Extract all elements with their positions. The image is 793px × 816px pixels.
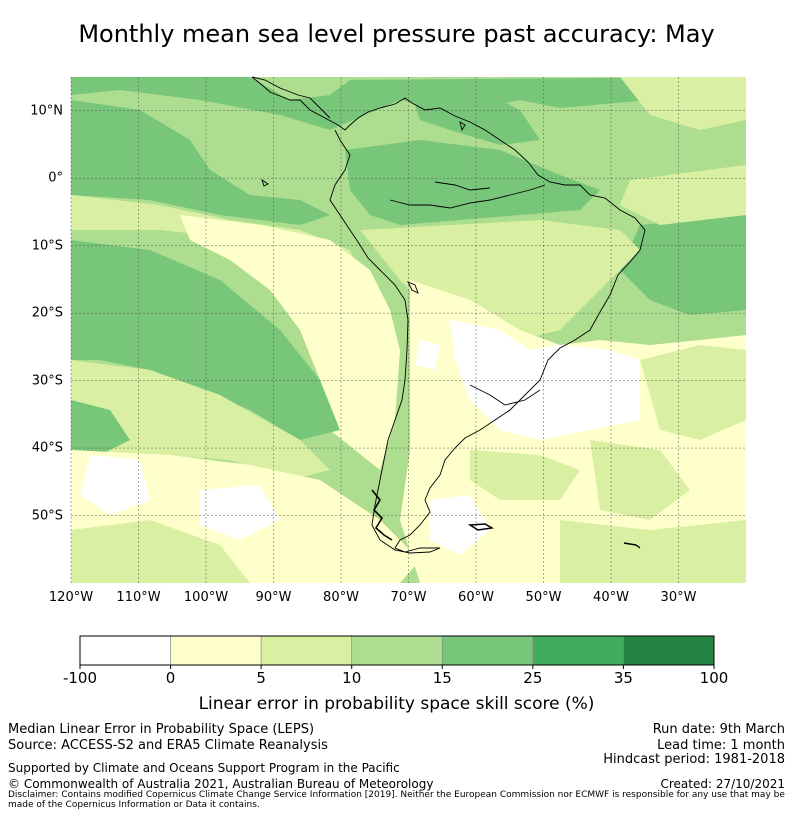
rio-de-la-plata xyxy=(469,384,541,406)
colorbar-swatch xyxy=(170,635,262,666)
footer-source: Source: ACCESS-S2 and ERA5 Climate Reana… xyxy=(8,738,328,753)
colorbar-tick-label: 15 xyxy=(432,669,452,687)
field-patch xyxy=(200,485,280,540)
field-patch xyxy=(71,360,330,480)
field-patch xyxy=(620,77,746,130)
colorbar-swatch xyxy=(351,635,443,666)
field-patch xyxy=(80,455,150,515)
lake-titicaca xyxy=(407,281,419,294)
colorbar-label: Linear error in probability space skill … xyxy=(198,694,595,714)
x-tick-label: 40°W xyxy=(593,590,629,605)
x-tick-label: 110°W xyxy=(116,590,161,605)
field-patch xyxy=(71,520,250,583)
amazon-river xyxy=(389,184,546,209)
south-georgia xyxy=(623,542,641,549)
field-patch xyxy=(450,320,640,440)
colorbar-swatch xyxy=(260,635,353,666)
footer-lead-time: Lead time: 1 month xyxy=(657,738,785,753)
y-tick-label: 40°S xyxy=(31,440,63,456)
chart-title: Monthly mean sea level pressure past acc… xyxy=(78,20,715,48)
colorbar-tick-label: 0 xyxy=(165,669,176,687)
galapagos xyxy=(261,178,269,187)
footer-supported: Supported by Climate and Oceans Support … xyxy=(8,761,400,775)
footer-run-date: Run date: 9th March xyxy=(652,722,785,737)
field-patch xyxy=(71,100,330,225)
x-tick-label: 120°W xyxy=(48,590,94,605)
central-america-coast xyxy=(251,76,331,119)
colorbar-border xyxy=(79,635,715,666)
field-patch xyxy=(430,495,490,555)
colorbar-tick-label: 35 xyxy=(613,669,633,687)
y-tick-label: 50°S xyxy=(31,508,63,524)
colorbar-swatch xyxy=(79,635,171,666)
y-tick-label: 0° xyxy=(48,170,63,186)
south-america-coast xyxy=(251,76,646,554)
y-tick-label: 10°S xyxy=(31,238,63,254)
x-tick-label: 50°W xyxy=(525,590,562,605)
field-patch xyxy=(415,340,440,370)
footer-copyright: © Commonwealth of Australia 2021, Austra… xyxy=(8,777,434,791)
colorbar-tick-label: -100 xyxy=(62,669,98,687)
footer-disclaimer: Disclaimer: Contains modified Copernicus… xyxy=(8,790,785,810)
southern-chile-fjords xyxy=(371,489,393,541)
gridlines xyxy=(70,77,746,583)
field-patch xyxy=(470,450,580,500)
field-patch xyxy=(71,77,746,130)
field-patch xyxy=(71,400,130,455)
x-tick-label: 100°W xyxy=(183,590,229,605)
field-patch xyxy=(620,215,746,315)
orinoco xyxy=(434,181,491,191)
footer-hindcast: Hindcast period: 1981-2018 xyxy=(603,752,785,767)
footer-created: Created: 27/10/2021 xyxy=(660,777,785,791)
x-tick-label: 80°W xyxy=(323,590,359,605)
x-tick-label: 90°W xyxy=(255,590,292,605)
x-tick-label: 60°W xyxy=(458,590,494,605)
colorbar-tick-label: 5 xyxy=(256,669,266,687)
field-patch xyxy=(180,215,400,470)
x-tick-label: 70°W xyxy=(390,590,427,605)
trinidad xyxy=(459,121,466,132)
colorbar-tick-label: 10 xyxy=(342,669,362,687)
colorbar-swatch xyxy=(623,635,715,666)
colorbar-swatch xyxy=(441,635,534,666)
colorbar-tick-label: 25 xyxy=(523,669,543,687)
coastline xyxy=(251,76,646,554)
y-tick-label: 30°S xyxy=(31,373,63,389)
footer-leps: Median Linear Error in Probability Space… xyxy=(8,722,315,737)
field-patch xyxy=(590,440,690,520)
field-patch xyxy=(640,345,746,440)
colorbar xyxy=(79,635,715,669)
colorbar-tick-label: 100 xyxy=(699,669,729,687)
y-tick-label: 20°S xyxy=(31,305,63,321)
field-patch xyxy=(560,520,746,583)
falklands xyxy=(467,523,495,531)
colorbar-swatch xyxy=(532,635,624,666)
field-patch xyxy=(620,165,746,225)
x-tick-label: 30°W xyxy=(660,590,697,605)
y-tick-label: 10°N xyxy=(30,103,63,119)
field-patch xyxy=(410,85,540,145)
